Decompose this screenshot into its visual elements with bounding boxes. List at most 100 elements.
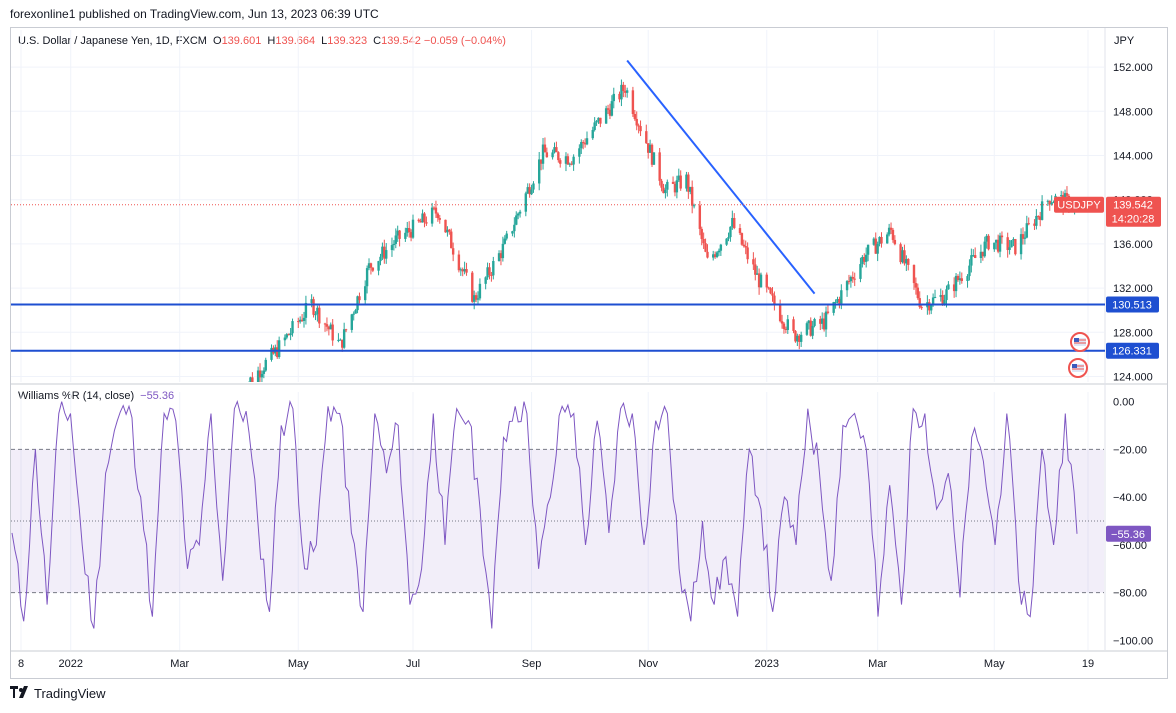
wr-tick-label: −40.00	[1113, 492, 1147, 504]
candle-body	[866, 244, 870, 255]
candle-body	[851, 276, 855, 279]
legend-low: 139.323	[327, 35, 368, 47]
candle-body	[463, 269, 466, 272]
candle-body	[1040, 201, 1044, 220]
candle-body	[794, 330, 797, 342]
candle-body	[725, 238, 728, 245]
candle-body	[822, 318, 826, 330]
candle-body	[733, 217, 736, 229]
candle-body	[407, 228, 411, 233]
candle-body	[238, 393, 240, 394]
candle-body	[316, 307, 319, 315]
candle-body	[585, 138, 589, 145]
candle-body	[811, 325, 814, 336]
x-tick-label: Mar	[170, 658, 189, 670]
candle-body	[755, 273, 759, 275]
candle-body	[706, 251, 709, 258]
candle-body	[513, 224, 516, 232]
candle-body	[719, 244, 723, 251]
candle-body	[972, 255, 975, 257]
candle-body	[712, 254, 715, 258]
candle-body	[377, 261, 380, 271]
candle-body	[430, 207, 434, 224]
candle-body	[300, 319, 304, 321]
candle-body	[557, 152, 560, 161]
wr-value-label: −55.36	[1111, 529, 1145, 541]
candle-body	[887, 227, 891, 235]
candle-body	[515, 215, 518, 225]
candles-group	[238, 79, 1078, 394]
candle-body	[947, 284, 950, 290]
candle-body	[767, 287, 770, 289]
wr-value-tag	[1106, 525, 1151, 542]
candle-body	[358, 296, 361, 301]
legend-change: −0.059 (−0.04%)	[423, 35, 506, 47]
candle-body	[436, 213, 440, 219]
candle-body	[633, 113, 637, 119]
candle-body	[568, 163, 571, 165]
candle-body	[287, 334, 290, 336]
candle-body	[342, 329, 346, 348]
price-tick-label: 132.000	[1113, 283, 1153, 295]
candle-body	[727, 237, 730, 239]
candle-body	[645, 131, 648, 144]
candle-body	[824, 311, 828, 330]
candle-body	[631, 90, 635, 114]
candle-body	[799, 334, 803, 342]
candle-body	[249, 377, 252, 382]
candle-body	[821, 318, 824, 324]
candle-body	[1025, 223, 1029, 238]
candle-body	[700, 228, 703, 239]
candle-body	[1006, 237, 1009, 251]
candle-body	[444, 219, 447, 233]
candle-body	[503, 238, 506, 244]
candle-body	[658, 152, 661, 181]
candle-body	[396, 230, 399, 236]
candle-body	[872, 238, 876, 245]
candle-body	[251, 377, 254, 382]
x-tick-label: Sep	[522, 658, 542, 670]
candle-body	[853, 278, 856, 280]
candle-body	[1027, 223, 1030, 225]
x-tick-label: Nov	[638, 658, 658, 670]
candle-body	[968, 265, 971, 277]
candle-body	[610, 101, 614, 116]
candle-body	[385, 250, 388, 259]
candle-body	[291, 321, 294, 334]
candle-body	[423, 213, 426, 223]
candle-body	[660, 180, 663, 188]
legend-close: 139.542	[381, 35, 421, 47]
candle-body	[1010, 240, 1013, 248]
candle-body	[945, 289, 948, 301]
candle-body	[354, 310, 357, 314]
candle-body	[729, 226, 732, 238]
candle-body	[476, 298, 480, 300]
candle-body	[499, 253, 503, 259]
us-flag-canton	[1072, 364, 1077, 368]
candle-body	[474, 295, 478, 300]
candle-body	[690, 186, 694, 206]
candle-body	[713, 254, 717, 257]
candle-body	[637, 125, 640, 127]
candle-body	[886, 234, 889, 244]
x-tick-label: 2022	[58, 658, 82, 670]
candle-body	[421, 213, 424, 223]
candle-body	[840, 290, 843, 304]
legend-high: 139.664	[275, 35, 316, 47]
candle-body	[863, 257, 866, 262]
candle-body	[970, 255, 973, 266]
candle-body	[448, 229, 451, 232]
wr-tick-label: 0.00	[1113, 397, 1134, 409]
candle-body	[1008, 247, 1011, 251]
candle-body	[608, 109, 612, 116]
candle-body	[258, 370, 262, 378]
candle-body	[472, 295, 476, 302]
candle-body	[264, 359, 267, 371]
symbol-tag-label: USDJPY	[1057, 200, 1101, 212]
candle-body	[541, 144, 545, 164]
wr-tick-label: −20.00	[1113, 444, 1147, 456]
candle-body	[646, 143, 650, 153]
candle-body	[572, 156, 575, 165]
candle-body	[245, 391, 247, 392]
